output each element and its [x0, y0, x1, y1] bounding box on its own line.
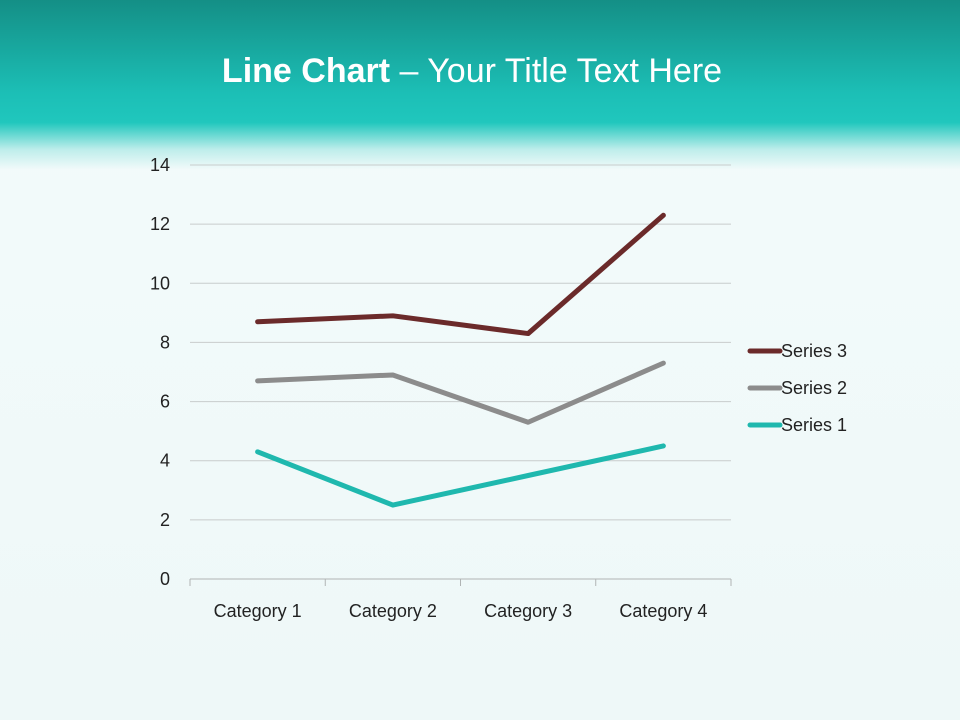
y-tick-label: 14 [150, 155, 170, 175]
x-tick-label: Category 4 [619, 601, 707, 621]
y-tick-label: 6 [160, 392, 170, 412]
y-tick-label: 0 [160, 569, 170, 589]
series-line-1 [255, 443, 666, 508]
x-tick-label: Category 3 [484, 601, 572, 621]
legend-label: Series 1 [781, 415, 847, 435]
y-tick-label: 12 [150, 214, 170, 234]
x-tick-label: Category 2 [349, 601, 437, 621]
slide-title: Line Chart – Your Title Text Here [0, 52, 944, 91]
title-rest: – Your Title Text Here [390, 52, 723, 90]
x-tick-label: Category 1 [214, 601, 302, 621]
y-tick-label: 8 [160, 332, 170, 352]
series-line-2 [255, 360, 666, 425]
y-tick-label: 2 [160, 510, 170, 530]
legend-label: Series 3 [781, 341, 847, 361]
y-tick-label: 4 [160, 451, 170, 471]
legend-label: Series 2 [781, 378, 847, 398]
series-line-3 [255, 212, 666, 337]
y-tick-label: 10 [150, 273, 170, 293]
slide-header-band [0, 0, 960, 170]
title-bold: Line Chart [221, 52, 391, 90]
